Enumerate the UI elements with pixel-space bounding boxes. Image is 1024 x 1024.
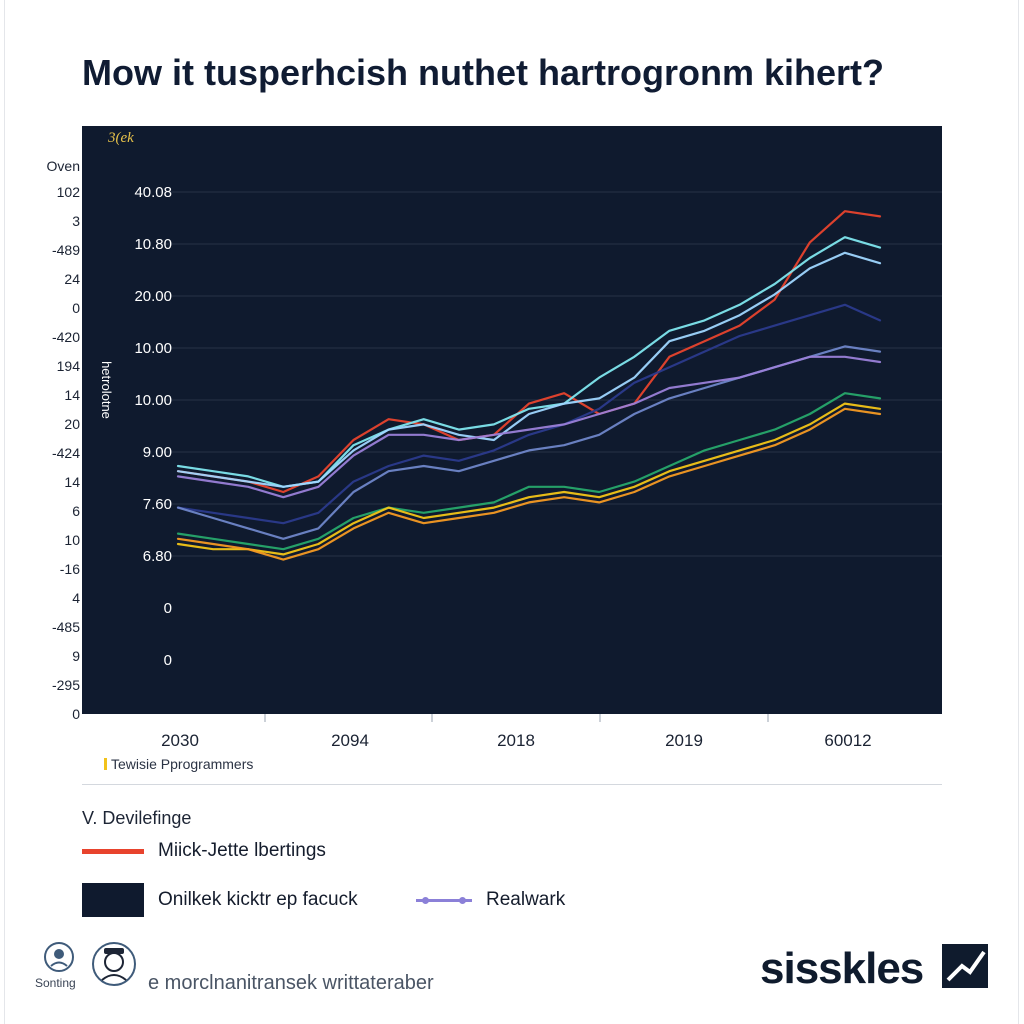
outer-y-tick: 0 — [72, 300, 80, 316]
outer-y-tick: 6 — [72, 503, 80, 519]
inner-y-tick: 0 — [164, 600, 172, 617]
legend-label-dark: Onilkek kicktr ep facuck — [158, 889, 358, 910]
outer-y-tick: 4 — [72, 590, 80, 606]
panel-label: 3(ek — [107, 130, 134, 146]
x-tick-label: 60012 — [824, 731, 871, 750]
series-line-3 — [176, 303, 882, 525]
outer-y-tick: 20 — [64, 416, 80, 432]
legend-label-purple: Realwark — [486, 889, 566, 910]
outer-y-tick: 102 — [56, 184, 80, 200]
legend-divider — [82, 784, 942, 785]
legend-label-red: Miick-Jette lbertings — [158, 840, 326, 861]
outer-y-tick: 14 — [64, 474, 80, 490]
legend-item-red[interactable]: Miick-Jette lbertings — [82, 840, 326, 862]
brand-name: sisskles — [760, 944, 924, 993]
outer-y-tick: 194 — [56, 358, 80, 374]
outer-y-tick: -16 — [59, 561, 80, 577]
legend-small-label: Tewisie Pprogrammers — [111, 756, 254, 772]
legend-item-dark[interactable]: Onilkek kicktr ep facuck — [82, 883, 358, 917]
inner-y-tick: 0 — [164, 652, 172, 669]
headset-icon — [44, 942, 74, 972]
left-frame-line — [4, 0, 5, 1024]
footer-text: e morclnanitransek writtateraber — [148, 972, 434, 994]
legend-small-swatch — [104, 758, 107, 770]
inner-y-tick: 40.08 — [134, 184, 172, 201]
footer-caption: Sonting — [35, 976, 76, 990]
inner-y-tick: 10.00 — [134, 340, 172, 357]
outer-y-tick: 10 — [64, 532, 80, 548]
outer-y-tick: -489 — [51, 242, 80, 258]
series-line-2 — [176, 251, 882, 488]
page-title: Mow it tusperhcish nuthet hartrogronm ki… — [82, 52, 885, 93]
outer-y-tick: 24 — [64, 271, 80, 287]
inner-y-tick: 9.00 — [143, 444, 172, 461]
outer-y-tick: 3 — [72, 213, 80, 229]
right-frame-line — [1018, 0, 1019, 1024]
inner-y-tick: 10.00 — [134, 392, 172, 409]
x-tick-label: 2094 — [331, 731, 369, 750]
brand-logo-icon — [942, 944, 988, 988]
x-tick-label: 2019 — [665, 731, 703, 750]
legend-small: Tewisie Pprogrammers — [104, 756, 253, 772]
outer-y-tick: 14 — [64, 387, 80, 403]
series-line-7 — [176, 402, 882, 556]
outer-y-tick: -485 — [51, 619, 80, 635]
legend-item-purple[interactable]: Realwark — [416, 889, 565, 911]
outer-y-tick: 0 — [72, 706, 80, 722]
series-line-0 — [176, 210, 882, 494]
legend-swatch-red — [82, 848, 144, 854]
chart-layer: 3(ek 40.08 10.80 20.00 10.00 10.00 9.00 7.60 6.8… — [82, 126, 942, 750]
outer-y-tick: 9 — [72, 648, 80, 664]
outer-y-header: Oven — [46, 158, 80, 174]
series-line-6 — [176, 392, 882, 551]
inner-y-tick: 10.80 — [134, 236, 172, 253]
inner-y-tick: 20.00 — [134, 288, 172, 305]
legend-swatch-dark — [82, 883, 144, 917]
outer-y-tick: -295 — [51, 677, 80, 693]
x-tick-label: 2018 — [497, 731, 535, 750]
x-tick-label: 2030 — [161, 731, 199, 750]
inner-y-tick: 7.60 — [143, 496, 172, 513]
outer-y-tick: -424 — [51, 445, 80, 461]
outer-y-tick: -420 — [51, 329, 80, 345]
series-line-8 — [176, 407, 882, 561]
avatar-icon — [92, 942, 136, 986]
y-axis-label: hetrolotne — [99, 361, 114, 419]
legend-title: V. Devilefinge — [82, 808, 192, 828]
legend-swatch-purple — [416, 896, 472, 904]
inner-y-tick: 6.80 — [143, 548, 172, 565]
series-line-5 — [176, 355, 882, 499]
